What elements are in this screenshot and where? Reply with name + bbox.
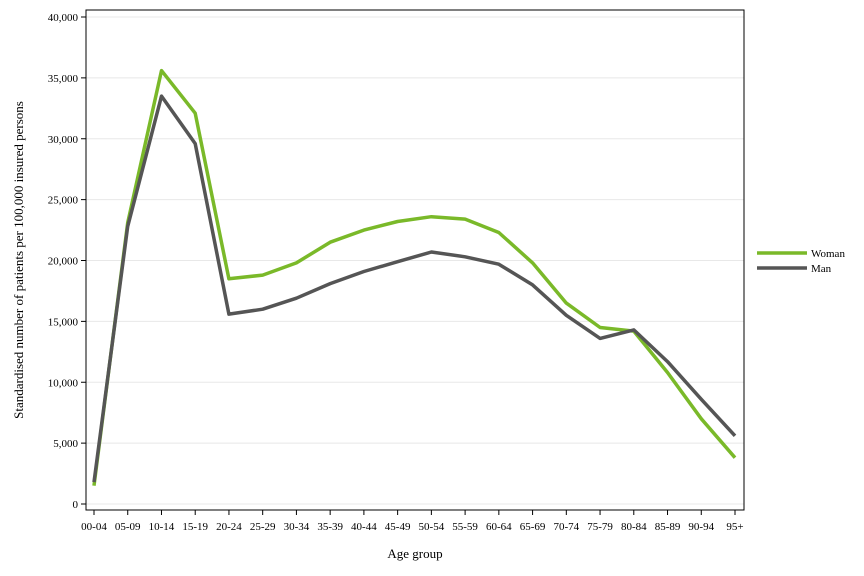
- x-tick-label: 80-84: [621, 521, 647, 533]
- x-axis: 00-04 05-09 10-14 15-19 20-24 25-29 30-34 35-39…: [81, 510, 744, 533]
- x-tick-label: 50-54: [419, 521, 445, 533]
- y-tick-label: 10,000: [48, 377, 79, 389]
- x-tick-label: 00-04: [81, 521, 107, 533]
- x-tick-label: 20-24: [216, 521, 242, 533]
- y-tick-label: 15,000: [48, 316, 79, 328]
- series-lines: [92, 68, 737, 486]
- legend-label: Woman: [811, 248, 845, 260]
- x-tick-label: 75-79: [587, 521, 613, 533]
- y-tick-label: 25,000: [48, 195, 79, 207]
- y-tick-label: 30,000: [48, 134, 79, 146]
- x-tick-label: 60-64: [486, 521, 512, 533]
- x-tick-label: 25-29: [250, 521, 276, 533]
- x-tick-label: 40-44: [351, 521, 377, 533]
- x-tick-label: 65-69: [520, 521, 546, 533]
- gridlines: [86, 16, 744, 505]
- x-tick-label: 95+: [726, 521, 743, 533]
- x-tick-label: 55-59: [452, 521, 478, 533]
- legend-item-woman: Woman: [757, 248, 845, 260]
- y-tick-label: 35,000: [48, 73, 79, 85]
- legend: Woman Man: [757, 248, 845, 275]
- x-tick-label: 45-49: [385, 521, 411, 533]
- legend-label: Man: [811, 263, 832, 275]
- x-tick-label: 35-39: [317, 521, 343, 533]
- x-tick-label: 10-14: [149, 521, 175, 533]
- legend-item-man: Man: [757, 263, 832, 275]
- y-tick-label: 5,000: [53, 438, 78, 450]
- x-tick-label: 15-19: [182, 521, 208, 533]
- x-tick-label: 05-09: [115, 521, 141, 533]
- series-line-man: [92, 94, 737, 483]
- y-axis-title: Standardised number of patients per 100,…: [11, 101, 26, 419]
- x-tick-label: 30-34: [284, 521, 310, 533]
- y-tick-label: 40,000: [48, 12, 79, 24]
- y-tick-label: 20,000: [48, 256, 79, 268]
- x-tick-label: 90-94: [688, 521, 714, 533]
- y-tick-label: 0: [73, 499, 79, 511]
- x-tick-label: 85-89: [655, 521, 681, 533]
- x-tick-label: 70-74: [553, 521, 579, 533]
- x-axis-title: Age group: [387, 546, 442, 561]
- y-axis: 0 5,000 10,000 15,000 20,000 25,000 30,000 35,0…: [48, 12, 86, 511]
